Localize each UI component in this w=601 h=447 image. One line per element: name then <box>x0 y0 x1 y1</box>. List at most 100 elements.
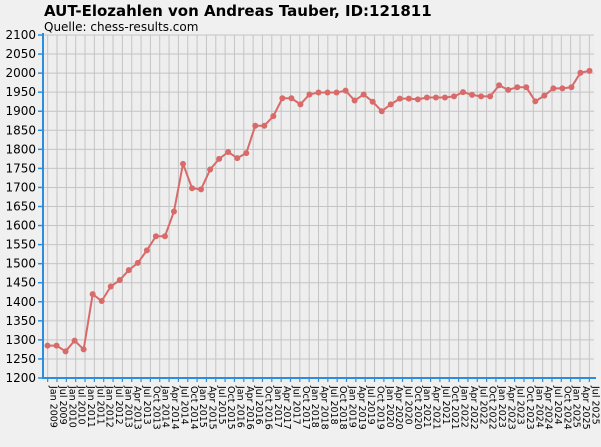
data-point <box>225 149 232 156</box>
data-point <box>423 94 430 101</box>
y-tick-label: 1250 <box>5 352 36 366</box>
x-tick-label: Apr 2017 <box>281 386 292 430</box>
data-point <box>143 247 150 254</box>
y-tick-label: 1200 <box>5 371 36 385</box>
data-point <box>559 85 566 92</box>
data-point <box>107 283 114 290</box>
data-point <box>351 97 358 104</box>
x-tick-label: Oct 2021 <box>449 386 460 430</box>
data-point <box>116 277 123 284</box>
y-tick-label: 2000 <box>5 66 36 80</box>
x-tick-label: Oct 2019 <box>375 386 386 430</box>
x-tick-label: Apr 2018 <box>319 386 330 430</box>
data-point <box>125 267 132 274</box>
data-point <box>514 84 521 91</box>
x-tick-label: Jan 2021 <box>421 385 432 428</box>
data-point <box>496 82 503 89</box>
data-point <box>432 94 439 101</box>
data-point <box>541 92 548 99</box>
data-point <box>279 95 286 102</box>
data-point <box>261 122 268 129</box>
x-tick-label: Jan 2023 <box>496 385 507 428</box>
x-tick-label: Jul 2022 <box>477 385 488 425</box>
x-tick-label: Jul 2019 <box>365 385 376 425</box>
x-tick-label: Apr 2016 <box>244 386 255 430</box>
x-tick-label: Jul 2012 <box>113 385 124 425</box>
x-tick-label: Jan 2011 <box>85 385 96 428</box>
x-tick-label: Oct 2017 <box>300 386 311 430</box>
y-tick-label: 2100 <box>5 28 36 42</box>
x-tick-label: Apr 2014 <box>169 386 180 430</box>
data-point <box>577 69 584 76</box>
x-tick-label: Jan 2015 <box>197 385 208 428</box>
y-tick-label: 1800 <box>5 142 36 156</box>
x-tick-label: Jul 2014 <box>178 385 189 425</box>
data-point <box>243 150 250 157</box>
x-tick-label: Jan 2010 <box>66 385 77 428</box>
x-tick-label: Jul 2015 <box>216 385 227 425</box>
x-tick-label: Jan 2017 <box>272 385 283 428</box>
x-tick-label: Jan 2013 <box>122 385 133 428</box>
x-tick-label: Jul 2018 <box>328 385 339 425</box>
x-tick-label: Jan 2019 <box>347 385 358 428</box>
data-point <box>170 208 177 215</box>
x-tick-label: Jan 2024 <box>533 385 544 428</box>
data-point <box>161 233 168 240</box>
y-tick-label: 1850 <box>5 123 36 137</box>
x-tick-label: Apr 2013 <box>132 386 143 430</box>
data-point <box>342 87 349 94</box>
data-point <box>460 89 467 96</box>
data-point <box>469 91 476 98</box>
y-tick-label: 1600 <box>5 219 36 233</box>
x-tick-label: Oct 2015 <box>225 386 236 430</box>
x-tick-label: Jul 2025 <box>589 385 600 425</box>
data-point <box>189 185 196 192</box>
data-point <box>134 259 141 266</box>
data-point <box>441 94 448 101</box>
data-point <box>532 98 539 105</box>
y-tick-label: 1450 <box>5 276 36 290</box>
data-point <box>152 233 159 240</box>
x-tick-label: Jul 2020 <box>403 385 414 425</box>
data-point <box>333 89 340 96</box>
data-point <box>568 84 575 91</box>
data-point <box>378 108 385 115</box>
data-point <box>478 93 485 100</box>
x-tick-label: Oct 2020 <box>412 386 423 430</box>
data-point <box>180 160 187 167</box>
data-point <box>297 101 304 108</box>
data-point <box>98 298 105 305</box>
y-tick-label: 2050 <box>5 47 36 61</box>
x-tick-label: Jul 2021 <box>440 385 451 425</box>
y-tick-label: 1750 <box>5 161 36 175</box>
chart-subtitle: Quelle: chess-results.com <box>44 20 199 34</box>
data-point <box>44 342 51 349</box>
x-tick-label: Jan 2025 <box>571 385 582 428</box>
data-point <box>550 85 557 92</box>
data-point <box>198 186 205 193</box>
x-tick-label: Jan 2012 <box>104 385 115 428</box>
x-tick-label: Oct 2013 <box>150 386 161 430</box>
data-point <box>414 96 421 103</box>
x-tick-label: Jan 2016 <box>234 385 245 428</box>
data-point <box>324 89 331 96</box>
y-tick-label: 1650 <box>5 200 36 214</box>
data-point <box>252 122 259 129</box>
x-tick-label: Jul 2013 <box>141 385 152 425</box>
x-tick-label: Apr 2023 <box>505 386 516 430</box>
x-tick-label: Apr 2025 <box>580 386 591 430</box>
x-tick-label: Jan 2014 <box>160 385 171 428</box>
data-point <box>62 348 69 355</box>
x-tick-label: Jul 2010 <box>76 385 87 425</box>
data-point <box>53 342 60 349</box>
data-point <box>80 346 87 353</box>
data-point <box>505 86 512 93</box>
y-tick-label: 1350 <box>5 314 36 328</box>
data-point <box>360 91 367 98</box>
x-tick-label: Jan 2022 <box>459 385 470 428</box>
x-tick-label: Oct 2016 <box>262 386 273 430</box>
data-point <box>216 155 223 162</box>
data-point <box>586 67 593 74</box>
